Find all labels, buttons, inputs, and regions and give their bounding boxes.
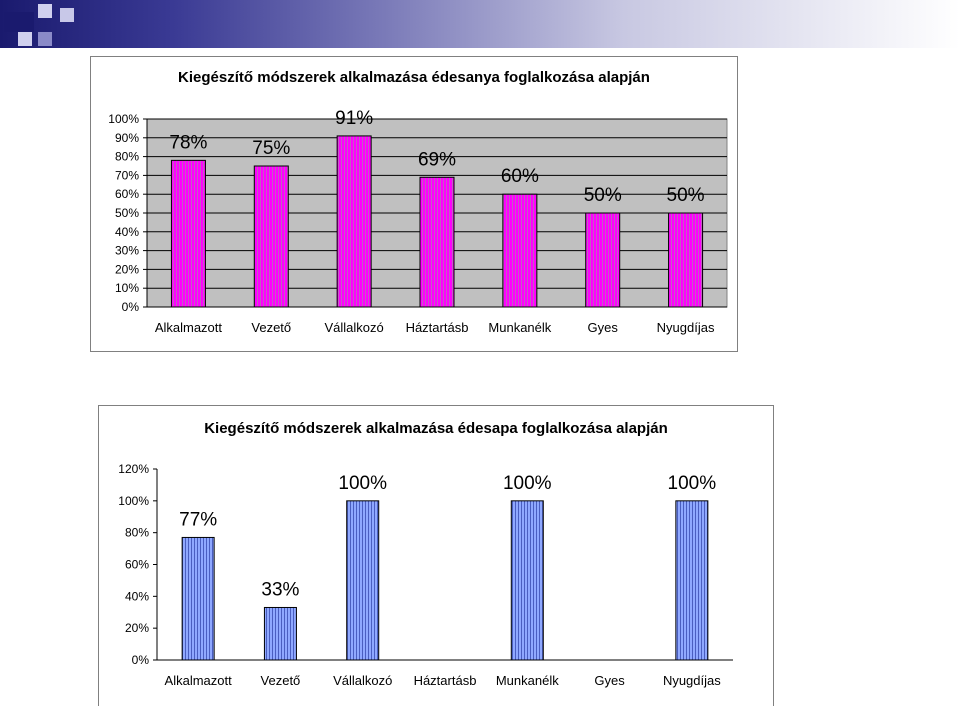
data-label: 50% bbox=[584, 185, 622, 206]
y-tick-label: 0% bbox=[122, 300, 140, 314]
header-square-dark bbox=[4, 12, 34, 32]
header-square-light bbox=[60, 8, 74, 22]
y-tick-label: 20% bbox=[115, 262, 139, 276]
data-label: 75% bbox=[252, 138, 290, 159]
x-tick-label: Háztartásb bbox=[414, 673, 477, 688]
y-tick-label: 60% bbox=[115, 187, 139, 201]
x-tick-label: Gyes bbox=[594, 673, 625, 688]
bar bbox=[346, 500, 380, 661]
bar bbox=[585, 212, 621, 308]
data-label: 33% bbox=[261, 579, 299, 600]
data-label: 77% bbox=[179, 509, 217, 530]
bar bbox=[502, 193, 538, 308]
data-label: 60% bbox=[501, 166, 539, 187]
y-tick-label: 80% bbox=[115, 150, 139, 164]
data-label: 91% bbox=[335, 108, 373, 129]
bar bbox=[675, 500, 709, 661]
y-tick-label: 100% bbox=[118, 494, 149, 508]
x-tick-label: Alkalmazott bbox=[165, 673, 233, 688]
x-tick-label: Alkalmazott bbox=[155, 320, 223, 335]
bar bbox=[263, 606, 297, 661]
y-tick-label: 40% bbox=[115, 225, 139, 239]
y-tick-label: 70% bbox=[115, 168, 139, 182]
y-tick-label: 120% bbox=[118, 462, 149, 476]
chart-title: Kiegészítő módszerek alkalmazása édesany… bbox=[178, 69, 650, 86]
header-square-light bbox=[18, 32, 32, 46]
y-tick-label: 90% bbox=[115, 131, 139, 145]
y-tick-label: 10% bbox=[115, 281, 139, 295]
y-tick-label: 0% bbox=[132, 653, 150, 667]
bar bbox=[510, 500, 544, 661]
chart-title: Kiegészítő módszerek alkalmazása édesapa… bbox=[204, 420, 668, 437]
data-label: 78% bbox=[169, 132, 207, 153]
data-label: 100% bbox=[503, 473, 552, 494]
plot-area bbox=[157, 469, 733, 660]
x-tick-label: Vezető bbox=[251, 320, 291, 335]
y-tick-label: 60% bbox=[125, 558, 149, 572]
x-tick-label: Háztartásb bbox=[406, 320, 469, 335]
y-tick-label: 100% bbox=[108, 112, 139, 126]
y-tick-label: 20% bbox=[125, 621, 149, 635]
bar bbox=[253, 165, 289, 308]
x-tick-label: Vezető bbox=[261, 673, 301, 688]
data-label: 100% bbox=[338, 473, 387, 494]
y-tick-label: 40% bbox=[125, 589, 149, 603]
x-tick-label: Munkanélk bbox=[488, 320, 551, 335]
data-label: 100% bbox=[668, 473, 717, 494]
bar bbox=[181, 536, 215, 661]
bar bbox=[170, 159, 206, 308]
y-tick-label: 80% bbox=[125, 526, 149, 540]
data-label: 50% bbox=[667, 185, 705, 206]
bar bbox=[419, 176, 455, 308]
x-tick-label: Nyugdíjas bbox=[663, 673, 721, 688]
bar bbox=[336, 135, 372, 308]
header-square-light bbox=[38, 4, 52, 18]
x-tick-label: Nyugdíjas bbox=[657, 320, 715, 335]
data-label: 69% bbox=[418, 149, 456, 170]
x-tick-label: Munkanélk bbox=[496, 673, 559, 688]
x-tick-label: Vállalkozó bbox=[325, 320, 384, 335]
x-tick-label: Gyes bbox=[588, 320, 619, 335]
y-tick-label: 50% bbox=[115, 206, 139, 220]
header-square-mid bbox=[38, 32, 52, 46]
y-tick-label: 30% bbox=[115, 244, 139, 258]
x-tick-label: Vállalkozó bbox=[333, 673, 392, 688]
bar bbox=[668, 212, 704, 308]
header-gradient-band bbox=[0, 0, 960, 48]
